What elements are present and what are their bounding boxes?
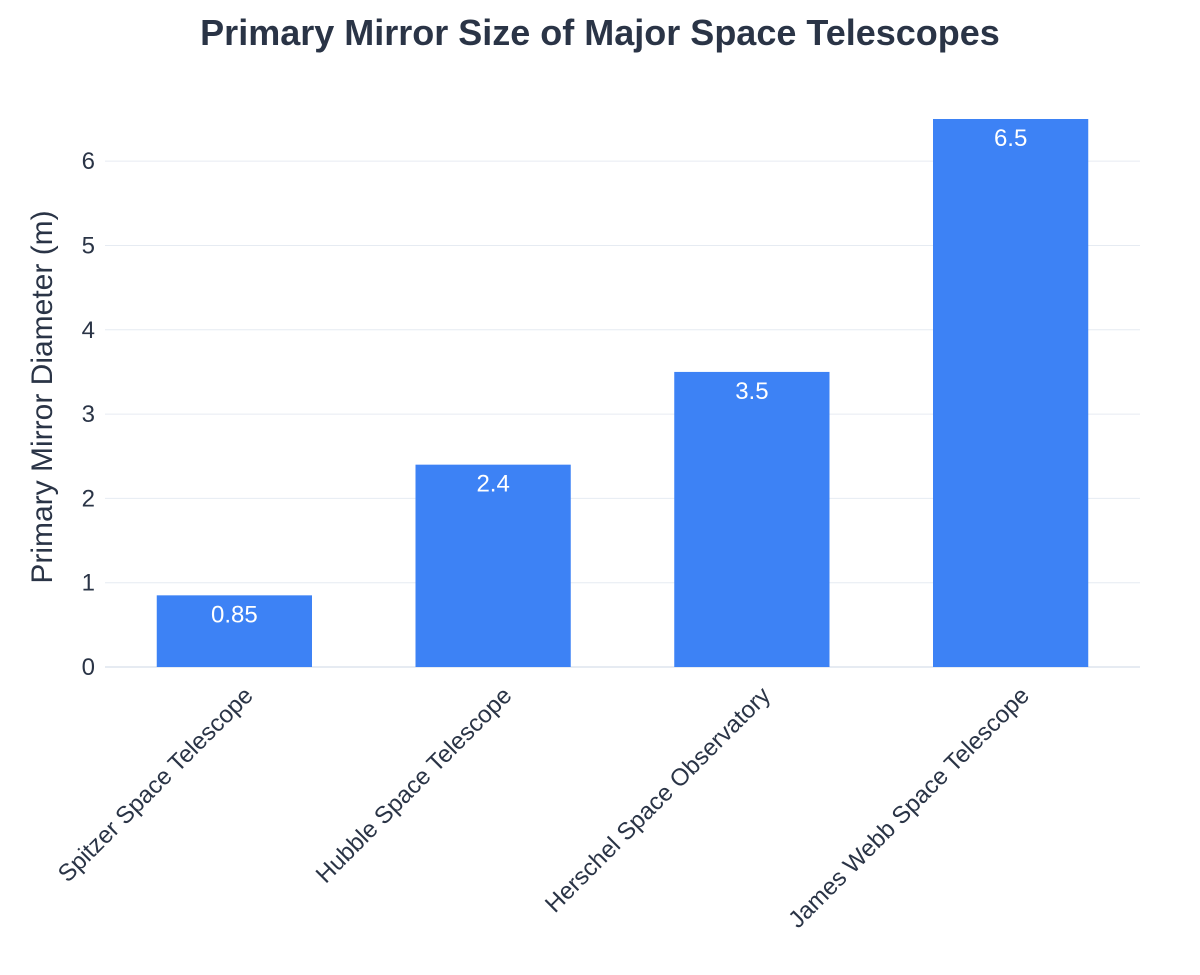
bar [674,371,830,667]
bar [156,595,312,667]
data-label: 0.85 [211,601,258,628]
y-tick-label: 3 [82,401,95,428]
data-label: 3.5 [735,378,768,405]
y-axis-title: Primary Mirror Diameter (m) [26,210,59,583]
x-tick-label: Hubble Space Telescope [311,682,518,889]
x-tick-label: Herschel Space Observatory [540,682,776,918]
bar [415,464,571,667]
bars: 0.85 2.4 3.5 6.5 [156,119,1089,667]
chart-title: Primary Mirror Size of Major Space Teles… [200,12,1000,53]
y-tick-label: 1 [82,570,95,597]
y-tick-label: 5 [82,232,95,259]
y-axis-ticks: 0 1 2 3 4 5 6 [82,148,95,681]
data-label: 6.5 [994,125,1027,152]
y-tick-label: 6 [82,148,95,175]
y-tick-label: 4 [82,317,95,344]
bar [933,119,1089,667]
y-tick-label: 0 [82,654,95,681]
data-label: 2.4 [476,471,509,498]
x-tick-label: Spitzer Space Telescope [53,682,259,888]
x-axis-ticks: Spitzer Space Telescope Hubble Space Tele… [53,682,1035,933]
x-tick-label: James Webb Space Telescope [783,682,1034,933]
y-tick-label: 2 [82,485,95,512]
